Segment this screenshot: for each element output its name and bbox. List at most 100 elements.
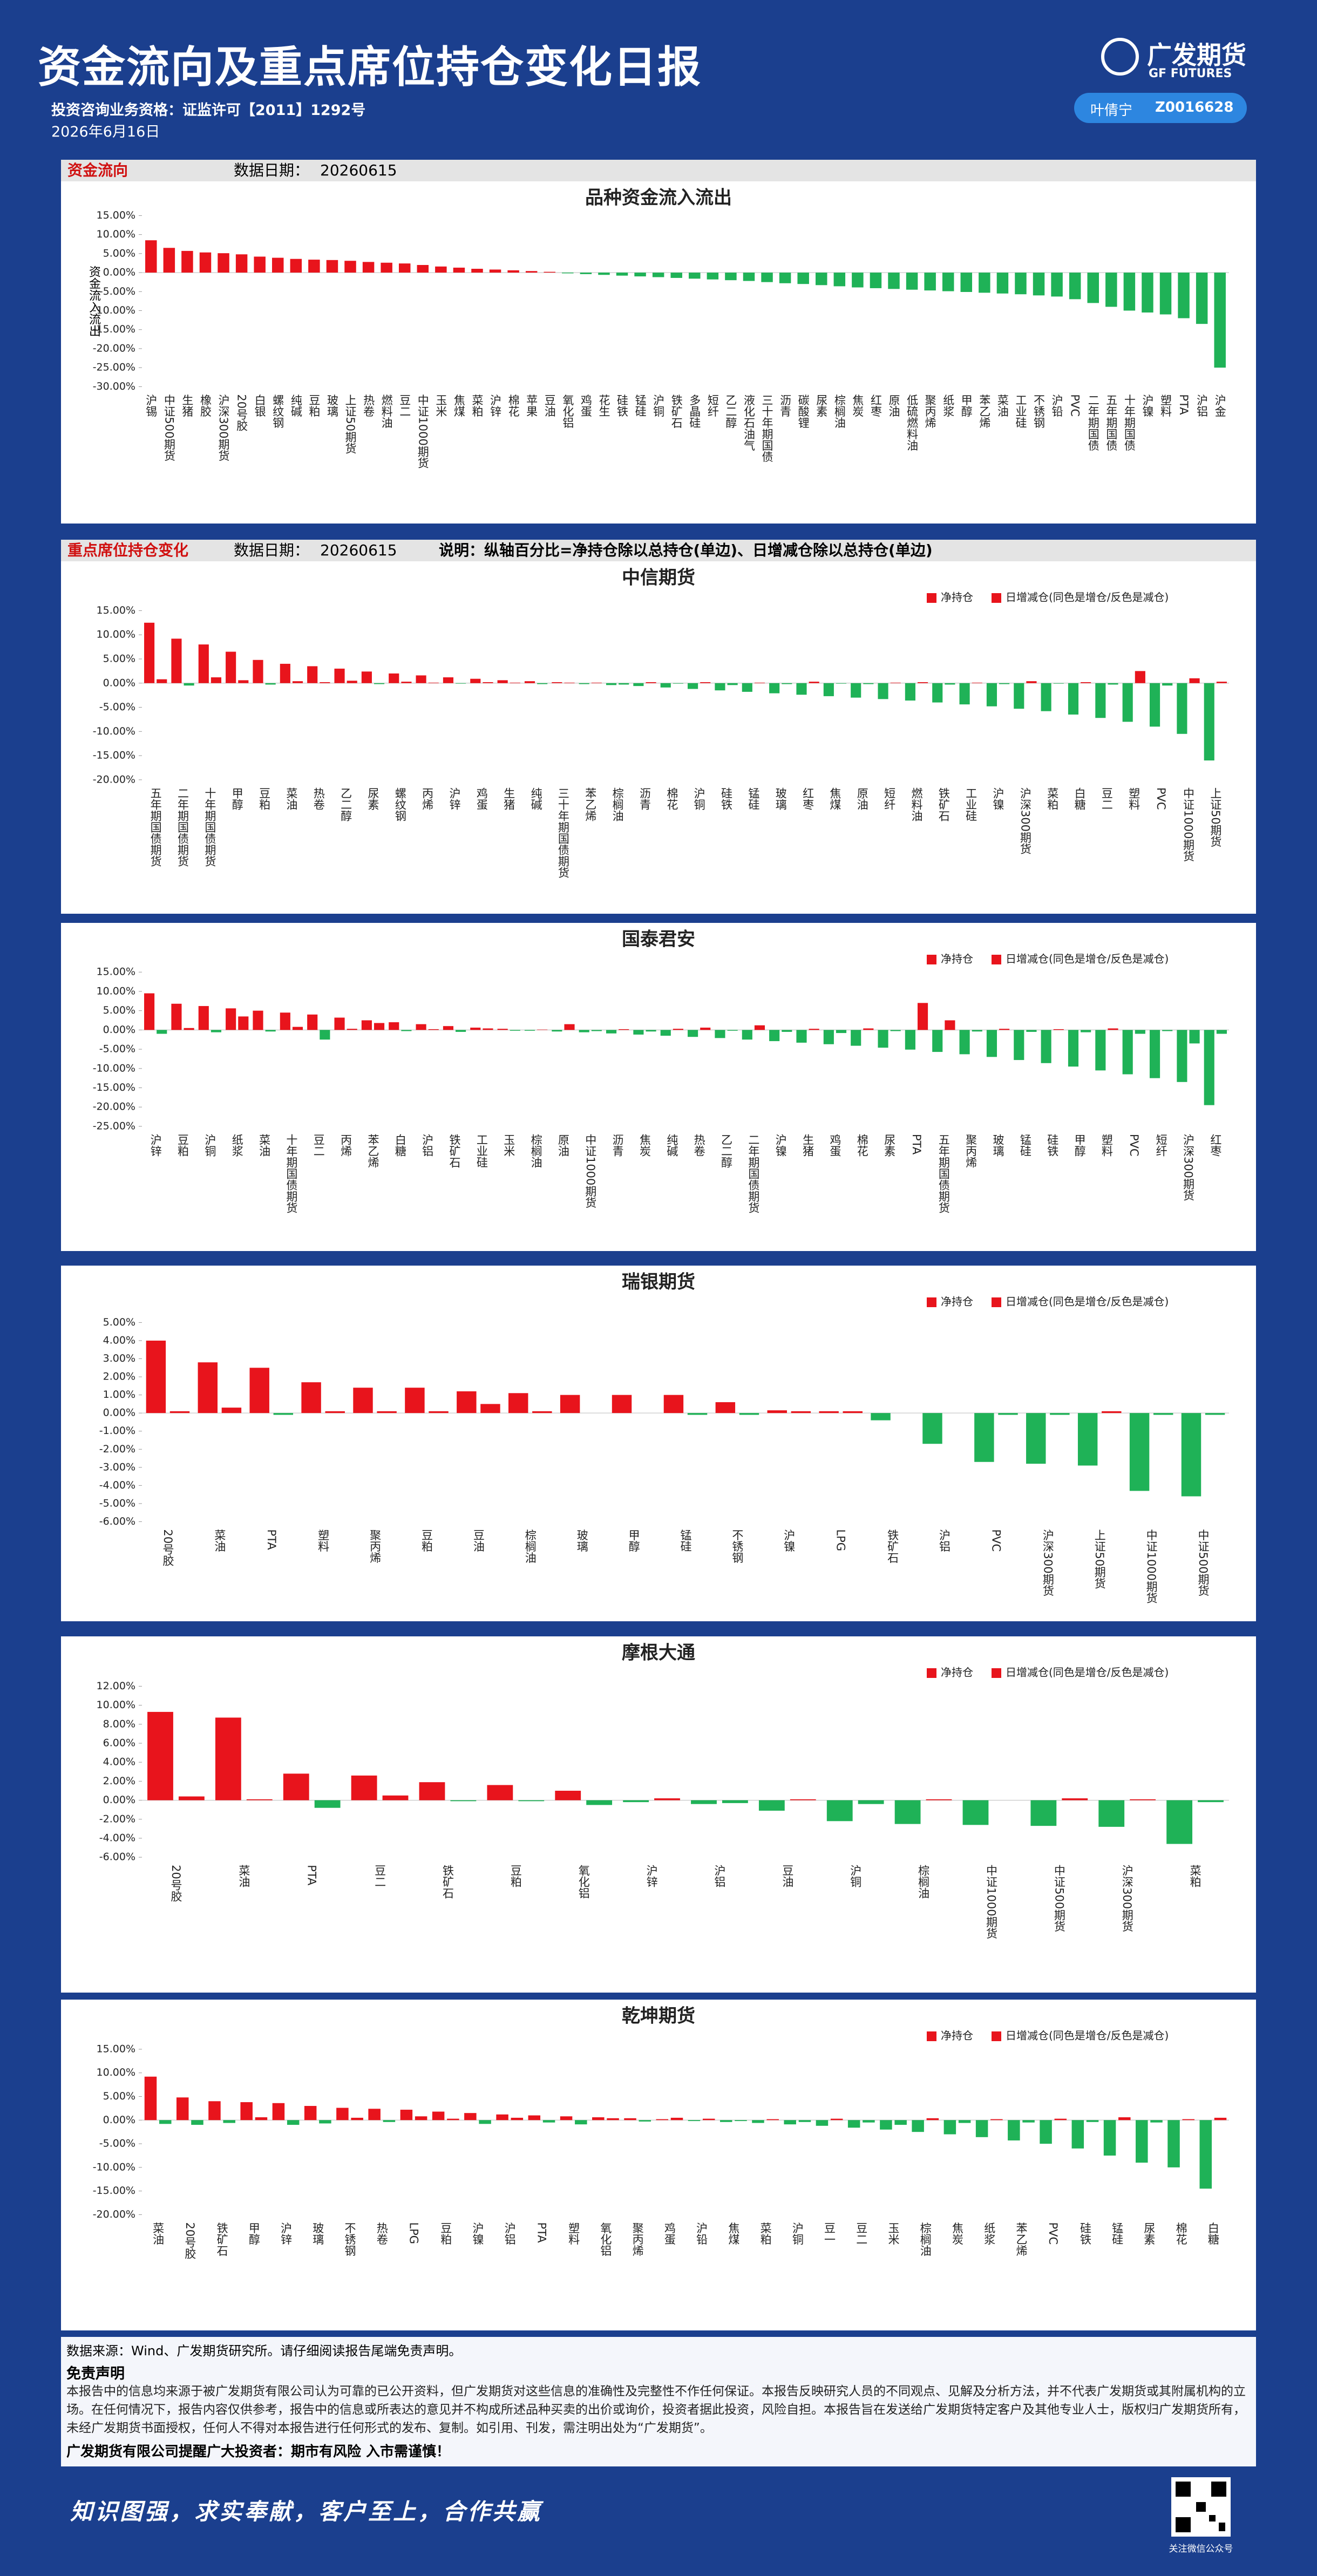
x-tick-label: 铁矿石 (670, 394, 683, 428)
x-tick-label: 中证1000期货 (584, 1134, 597, 1208)
y-tick-label: 10.00% (97, 2067, 135, 2078)
x-tick-label: PTA (910, 1134, 923, 1155)
bar (198, 1362, 218, 1413)
bar (863, 683, 874, 684)
x-tick-label: 豆油 (472, 1529, 485, 1552)
bar (924, 273, 936, 291)
logo-en: GF FUTURES (1149, 67, 1232, 80)
legend-swatch (992, 1668, 1001, 1678)
x-tick-label: 沪镍 (1141, 394, 1154, 417)
bar (1014, 1030, 1024, 1061)
x-tick-label: 甲醇 (247, 2222, 260, 2245)
y-tick-label: 4.00% (103, 1756, 135, 1768)
bar (656, 2119, 669, 2120)
bar (591, 1030, 602, 1031)
chart: 国泰君安 -25.00% -20.00% -15.00% -10.00% -5.00% 0.… (61, 923, 1256, 1251)
x-tick-label: PVC (989, 1529, 1002, 1552)
bar (1129, 1413, 1150, 1491)
x-tick-label: 焦炭 (638, 1134, 651, 1157)
bar (1069, 273, 1081, 300)
y-tick-label: -20.00% (93, 2208, 135, 2220)
bar (483, 1028, 493, 1030)
y-tick-label: 5.00% (103, 2090, 135, 2102)
legend-label: 日增减仓(同色是增仓/反色是减仓) (1006, 1295, 1169, 1308)
bar (906, 273, 918, 290)
bar (265, 683, 276, 685)
bar (743, 273, 755, 281)
bar (917, 1003, 928, 1030)
x-tick-label: 纯碱 (529, 787, 542, 810)
bar (932, 1030, 943, 1052)
bar (754, 1025, 765, 1030)
y-tick-label: -5.00% (99, 701, 135, 713)
x-tick-label: 焦煤 (727, 2222, 740, 2245)
bar (524, 681, 535, 683)
x-tick-label: 热卷 (375, 2222, 388, 2245)
bar (654, 1798, 680, 1800)
bar (607, 2118, 619, 2120)
legend-swatch (992, 955, 1001, 964)
x-tick-label: 甲醇 (230, 787, 243, 810)
bar (700, 682, 711, 683)
bar (273, 1413, 294, 1415)
x-tick-label: 丙烯 (340, 1134, 352, 1157)
bar (283, 1773, 309, 1800)
x-tick-label: 沪锌 (280, 2222, 293, 2245)
bar (1081, 1030, 1091, 1032)
bar (361, 1020, 372, 1030)
bar (1108, 683, 1118, 685)
bar (176, 2097, 189, 2120)
x-tick-label: 十年期国债期货 (203, 787, 216, 867)
x-tick-label: 乙二醇 (724, 394, 737, 428)
x-tick-label: 白糖 (1073, 787, 1086, 810)
bar (663, 1395, 684, 1413)
y-tick-label: 5.00% (103, 1316, 135, 1328)
x-tick-label: 豆二 (312, 1134, 325, 1157)
bar (253, 660, 263, 683)
bar (1122, 1030, 1133, 1075)
x-tick-label: 沪深300期货 (1182, 1134, 1194, 1201)
bar (487, 1785, 513, 1800)
bar (178, 1796, 205, 1800)
bar (996, 273, 1009, 294)
x-tick-label: 碳酸锂 (797, 394, 810, 428)
bar (1041, 683, 1051, 711)
bar (351, 2117, 363, 2120)
bar (483, 682, 493, 683)
x-tick-label: 菜油 (285, 787, 298, 810)
bar (888, 273, 900, 289)
legend-swatch (927, 955, 936, 964)
bar (1162, 1030, 1173, 1031)
x-tick-label: PTA (306, 1865, 318, 1886)
x-tick-label: 中证1000期货 (416, 394, 429, 468)
chart-title: 中信期货 (622, 567, 695, 589)
x-tick-label: 沪铝 (1196, 394, 1209, 417)
x-tick-label: 沪铝 (503, 2222, 516, 2245)
x-tick-label: 工业硅 (475, 1134, 488, 1168)
bar (144, 622, 155, 683)
y-tick-label: 1.00% (103, 1389, 135, 1401)
bar (863, 2120, 875, 2123)
bar (435, 266, 447, 273)
bar (221, 1408, 242, 1413)
bar (816, 273, 827, 286)
bar (999, 1029, 1010, 1030)
bar (715, 683, 725, 691)
bar (858, 1800, 884, 1804)
bar (1086, 2120, 1099, 2122)
chart-title: 摩根大通 (622, 1642, 695, 1664)
bar (809, 682, 819, 683)
bar (181, 250, 193, 273)
x-tick-label: 豆油 (543, 394, 556, 417)
y-tick-label: 3.00% (103, 1352, 135, 1364)
x-tick-label: LPG (834, 1529, 847, 1551)
x-tick-label: 沪铜 (693, 787, 705, 810)
bar (707, 273, 719, 280)
x-tick-label: 苹果 (525, 394, 538, 417)
bar (1051, 273, 1063, 297)
bar (673, 1029, 683, 1030)
y-tick-label: 15.00% (97, 209, 135, 221)
x-tick-label: 20号胶 (184, 2222, 196, 2259)
